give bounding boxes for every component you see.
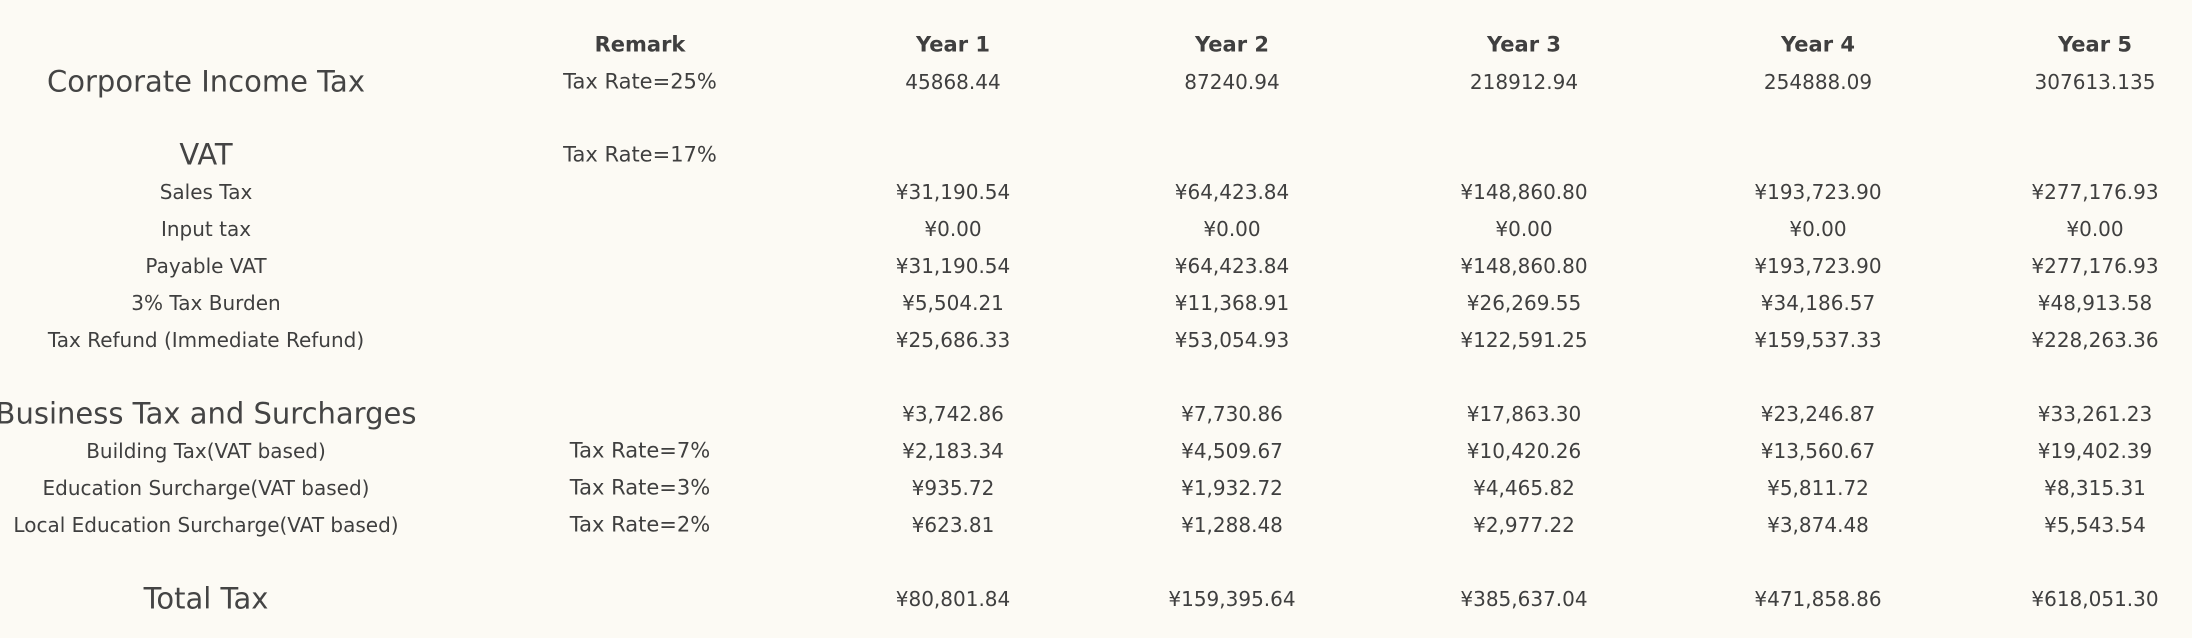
cell-sales-tax-year-4: ¥193,723.90: [1754, 180, 1882, 204]
row-label-input-tax: Input tax: [160, 217, 252, 241]
header-year-4: Year 4: [1781, 32, 1855, 57]
row-label-business-tax: Business Tax and Surcharges: [0, 396, 417, 431]
cell-payable-vat-year-4: ¥193,723.90: [1754, 254, 1882, 278]
cell-education-surcharge-year-3: ¥4,465.82: [1473, 476, 1575, 500]
cell-tax-refund-year-2: ¥53,054.93: [1174, 328, 1290, 352]
cell-cit-year-4: 254888.09: [1763, 70, 1873, 94]
cell-cit-year-5: 307613.135: [2034, 70, 2156, 94]
cell-sales-tax-year-2: ¥64,423.84: [1174, 180, 1290, 204]
cell-cit-year-2: 87240.94: [1184, 70, 1280, 94]
cell-education-surcharge-year-2: ¥1,932.72: [1181, 476, 1283, 500]
cell-business-tax-year-4: ¥23,246.87: [1760, 402, 1876, 426]
row-label-building-tax: Building Tax(VAT based): [86, 439, 326, 463]
cell-payable-vat-year-5: ¥277,176.93: [2031, 254, 2159, 278]
cell-local-education-surcharge-year-5: ¥5,543.54: [2044, 513, 2146, 537]
cell-tax-refund-year-3: ¥122,591.25: [1460, 328, 1588, 352]
cell-tax-refund-year-4: ¥159,537.33: [1754, 328, 1882, 352]
cell-business-tax-year-2: ¥7,730.86: [1181, 402, 1283, 426]
cell-local-education-surcharge-year-3: ¥2,977.22: [1473, 513, 1575, 537]
cell-input-tax-year-2: ¥0.00: [1203, 217, 1261, 241]
row-remark-education-surcharge: Tax Rate=3%: [569, 475, 711, 500]
cell-building-tax-year-5: ¥19,402.39: [2037, 439, 2153, 463]
header-year-5: Year 5: [2058, 32, 2132, 57]
cell-tax-burden-year-4: ¥34,186.57: [1760, 291, 1876, 315]
cell-education-surcharge-year-1: ¥935.72: [911, 476, 995, 500]
cell-input-tax-year-5: ¥0.00: [2066, 217, 2124, 241]
row-label-education-surcharge: Education Surcharge(VAT based): [42, 476, 370, 500]
cell-total-tax-year-3: ¥385,637.04: [1460, 587, 1588, 611]
cell-input-tax-year-1: ¥0.00: [924, 217, 982, 241]
cell-business-tax-year-5: ¥33,261.23: [2037, 402, 2153, 426]
row-label-corporate-income-tax: Corporate Income Tax: [47, 64, 365, 99]
cell-payable-vat-year-3: ¥148,860.80: [1460, 254, 1588, 278]
cell-building-tax-year-4: ¥13,560.67: [1760, 439, 1876, 463]
row-label-tax-refund: Tax Refund (Immediate Refund): [47, 328, 365, 352]
cell-local-education-surcharge-year-1: ¥623.81: [911, 513, 995, 537]
cell-education-surcharge-year-5: ¥8,315.31: [2044, 476, 2146, 500]
cell-tax-burden-year-5: ¥48,913.58: [2037, 291, 2153, 315]
row-remark-local-education-surcharge: Tax Rate=2%: [569, 512, 711, 537]
cell-cit-year-1: 45868.44: [905, 70, 1001, 94]
cell-tax-refund-year-5: ¥228,263.36: [2031, 328, 2159, 352]
cell-payable-vat-year-1: ¥31,190.54: [895, 254, 1011, 278]
cell-local-education-surcharge-year-4: ¥3,874.48: [1767, 513, 1869, 537]
cell-total-tax-year-4: ¥471,858.86: [1754, 587, 1882, 611]
cell-payable-vat-year-2: ¥64,423.84: [1174, 254, 1290, 278]
row-label-vat: VAT: [179, 137, 233, 172]
cell-tax-burden-year-1: ¥5,504.21: [902, 291, 1004, 315]
cell-sales-tax-year-1: ¥31,190.54: [895, 180, 1011, 204]
cell-business-tax-year-1: ¥3,742.86: [902, 402, 1004, 426]
cell-sales-tax-year-3: ¥148,860.80: [1460, 180, 1588, 204]
cell-building-tax-year-2: ¥4,509.67: [1181, 439, 1283, 463]
row-label-tax-burden: 3% Tax Burden: [131, 291, 281, 315]
cell-sales-tax-year-5: ¥277,176.93: [2031, 180, 2159, 204]
cell-local-education-surcharge-year-2: ¥1,288.48: [1181, 513, 1283, 537]
cell-business-tax-year-3: ¥17,863.30: [1466, 402, 1582, 426]
row-label-sales-tax: Sales Tax: [159, 180, 253, 204]
row-remark-building-tax: Tax Rate=7%: [569, 438, 711, 463]
row-label-total-tax: Total Tax: [143, 581, 269, 616]
row-label-local-education-surcharge: Local Education Surcharge(VAT based): [13, 513, 399, 537]
cell-building-tax-year-3: ¥10,420.26: [1466, 439, 1582, 463]
cell-tax-burden-year-3: ¥26,269.55: [1466, 291, 1582, 315]
header-year-2: Year 2: [1195, 32, 1269, 57]
header-year-1: Year 1: [916, 32, 990, 57]
cell-cit-year-3: 218912.94: [1469, 70, 1579, 94]
header-remark: Remark: [594, 32, 686, 57]
cell-education-surcharge-year-4: ¥5,811.72: [1767, 476, 1869, 500]
cell-total-tax-year-2: ¥159,395.64: [1168, 587, 1296, 611]
cell-input-tax-year-4: ¥0.00: [1789, 217, 1847, 241]
row-remark-vat: Tax Rate=17%: [563, 142, 717, 167]
header-year-3: Year 3: [1487, 32, 1561, 57]
cell-building-tax-year-1: ¥2,183.34: [902, 439, 1004, 463]
cell-tax-burden-year-2: ¥11,368.91: [1174, 291, 1290, 315]
cell-total-tax-year-5: ¥618,051.30: [2031, 587, 2159, 611]
cell-tax-refund-year-1: ¥25,686.33: [895, 328, 1011, 352]
row-remark-corporate-income-tax: Tax Rate=25%: [563, 69, 717, 94]
cell-total-tax-year-1: ¥80,801.84: [895, 587, 1011, 611]
row-label-payable-vat: Payable VAT: [145, 254, 267, 278]
cell-input-tax-year-3: ¥0.00: [1495, 217, 1553, 241]
